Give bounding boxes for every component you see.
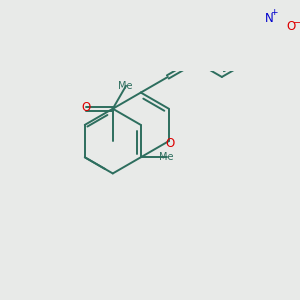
Text: O: O xyxy=(82,100,91,113)
Text: Me: Me xyxy=(118,81,133,91)
Text: Me: Me xyxy=(160,152,174,162)
Text: O: O xyxy=(165,137,175,150)
Text: −: − xyxy=(292,18,300,28)
Text: O: O xyxy=(261,0,270,2)
Text: N: N xyxy=(265,12,274,25)
Text: O: O xyxy=(286,20,296,33)
Text: +: + xyxy=(270,8,278,16)
